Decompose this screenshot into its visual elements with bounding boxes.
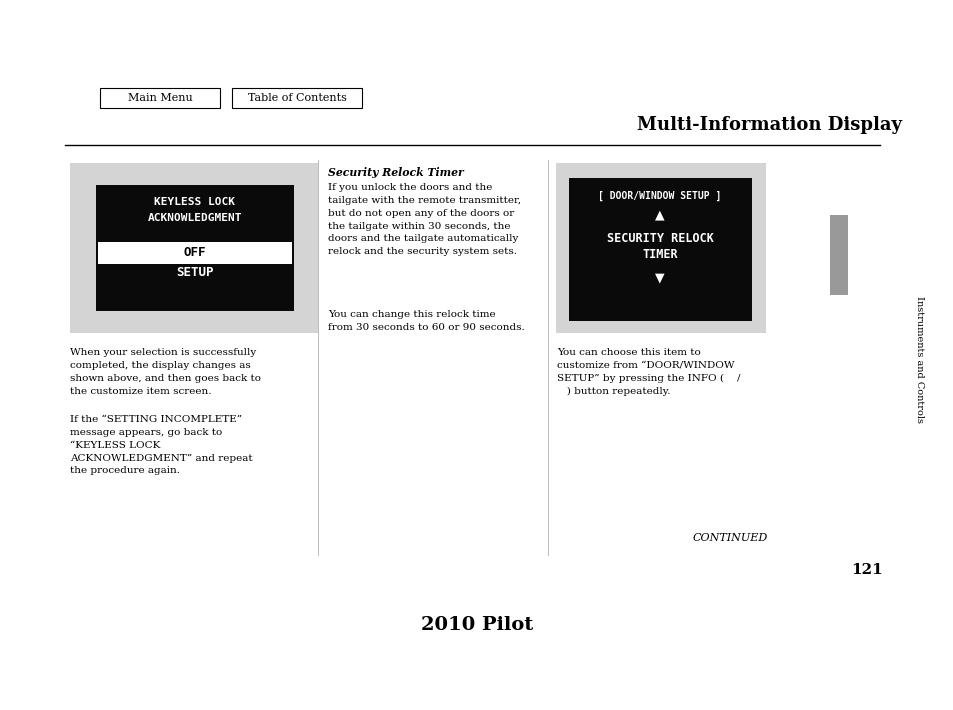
Text: SETUP: SETUP [176, 266, 213, 280]
Text: If the “SETTING INCOMPLETE”
message appears, go back to
“KEYLESS LOCK
ACKNOWLEDG: If the “SETTING INCOMPLETE” message appe… [70, 415, 253, 476]
Text: You can change this relock time
from 30 seconds to 60 or 90 seconds.: You can change this relock time from 30 … [328, 310, 524, 332]
Text: Table of Contents: Table of Contents [247, 93, 346, 103]
FancyBboxPatch shape [96, 185, 294, 311]
Text: CONTINUED: CONTINUED [692, 533, 767, 543]
Text: 121: 121 [850, 563, 882, 577]
Text: Main Menu: Main Menu [128, 93, 193, 103]
FancyBboxPatch shape [232, 88, 361, 108]
FancyBboxPatch shape [98, 242, 292, 264]
Text: Instruments and Controls: Instruments and Controls [915, 297, 923, 423]
Text: OFF: OFF [184, 246, 206, 259]
Text: When your selection is successfully
completed, the display changes as
shown abov: When your selection is successfully comp… [70, 348, 261, 395]
FancyBboxPatch shape [568, 178, 751, 321]
Text: TIMER: TIMER [641, 248, 677, 261]
Text: Security Relock Timer: Security Relock Timer [328, 167, 463, 178]
Text: SECURITY RELOCK: SECURITY RELOCK [606, 231, 713, 244]
FancyBboxPatch shape [829, 215, 847, 295]
FancyBboxPatch shape [556, 163, 765, 333]
Text: If you unlock the doors and the
tailgate with the remote transmitter,
but do not: If you unlock the doors and the tailgate… [328, 183, 520, 256]
Text: [ DOOR/WINDOW SETUP ]: [ DOOR/WINDOW SETUP ] [598, 191, 720, 201]
FancyBboxPatch shape [100, 88, 220, 108]
FancyBboxPatch shape [70, 163, 317, 333]
Text: ▼: ▼ [655, 271, 664, 285]
Text: KEYLESS LOCK: KEYLESS LOCK [154, 197, 235, 207]
Text: 2010 Pilot: 2010 Pilot [420, 616, 533, 634]
Text: You can choose this item to
customize from “DOOR/WINDOW
SETUP” by pressing the I: You can choose this item to customize fr… [557, 348, 740, 396]
Text: ▲: ▲ [655, 209, 664, 222]
Text: ACKNOWLEDGMENT: ACKNOWLEDGMENT [148, 213, 242, 223]
Text: Multi-Information Display: Multi-Information Display [637, 116, 902, 134]
